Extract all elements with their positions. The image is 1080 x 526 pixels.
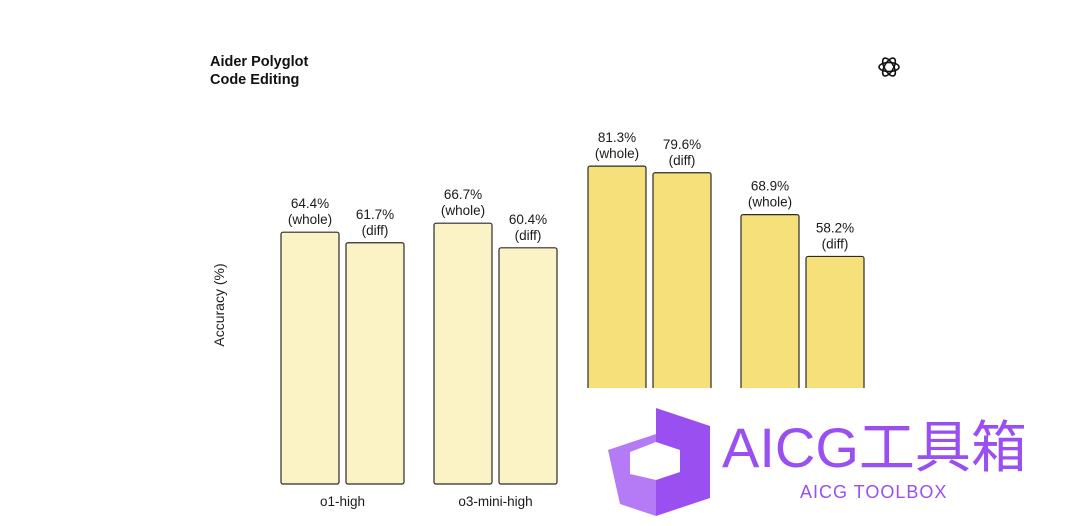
data-label-1-0-0: 66.7% bbox=[444, 187, 482, 202]
data-label-3-1-1: (diff) bbox=[822, 236, 849, 251]
category-label-0: o1-high bbox=[320, 494, 365, 509]
chart-title-line-2: Code Editing bbox=[210, 72, 300, 88]
watermark-logo-icon bbox=[608, 408, 710, 516]
data-label-2-1-0: 79.6% bbox=[663, 137, 701, 152]
data-label-2-0-0: 81.3% bbox=[598, 130, 636, 145]
data-label-1-1-1: (diff) bbox=[515, 228, 542, 243]
bar-0-1 bbox=[345, 242, 405, 485]
data-label-3-0-1: (whole) bbox=[748, 195, 792, 210]
openai-logo-icon bbox=[878, 57, 900, 77]
data-label-2-1-1: (diff) bbox=[669, 153, 696, 168]
bar-0-0 bbox=[280, 231, 340, 485]
data-label-1-0-1: (whole) bbox=[441, 203, 485, 218]
data-label-0-0-1: (whole) bbox=[288, 212, 332, 227]
watermark-text: AICG工具箱 bbox=[722, 416, 1027, 479]
data-label-0-1-1: (diff) bbox=[362, 223, 389, 238]
data-label-0-0-0: 64.4% bbox=[291, 196, 329, 211]
category-label-1: o3-mini-high bbox=[458, 494, 532, 509]
chart-title: Aider Polyglot Code Editing bbox=[210, 53, 308, 89]
data-label-0-1-0: 61.7% bbox=[356, 207, 394, 222]
chart-title-line-1: Aider Polyglot bbox=[210, 54, 309, 70]
data-label-1-1-0: 60.4% bbox=[509, 212, 547, 227]
data-label-3-0-0: 68.9% bbox=[751, 179, 789, 194]
bar-1-1 bbox=[498, 247, 558, 485]
data-label-2-0-1: (whole) bbox=[595, 146, 639, 161]
data-label-3-1-0: 58.2% bbox=[816, 220, 854, 235]
watermark-subtext: AICG TOOLBOX bbox=[800, 482, 948, 502]
bar-1-0 bbox=[433, 222, 493, 485]
